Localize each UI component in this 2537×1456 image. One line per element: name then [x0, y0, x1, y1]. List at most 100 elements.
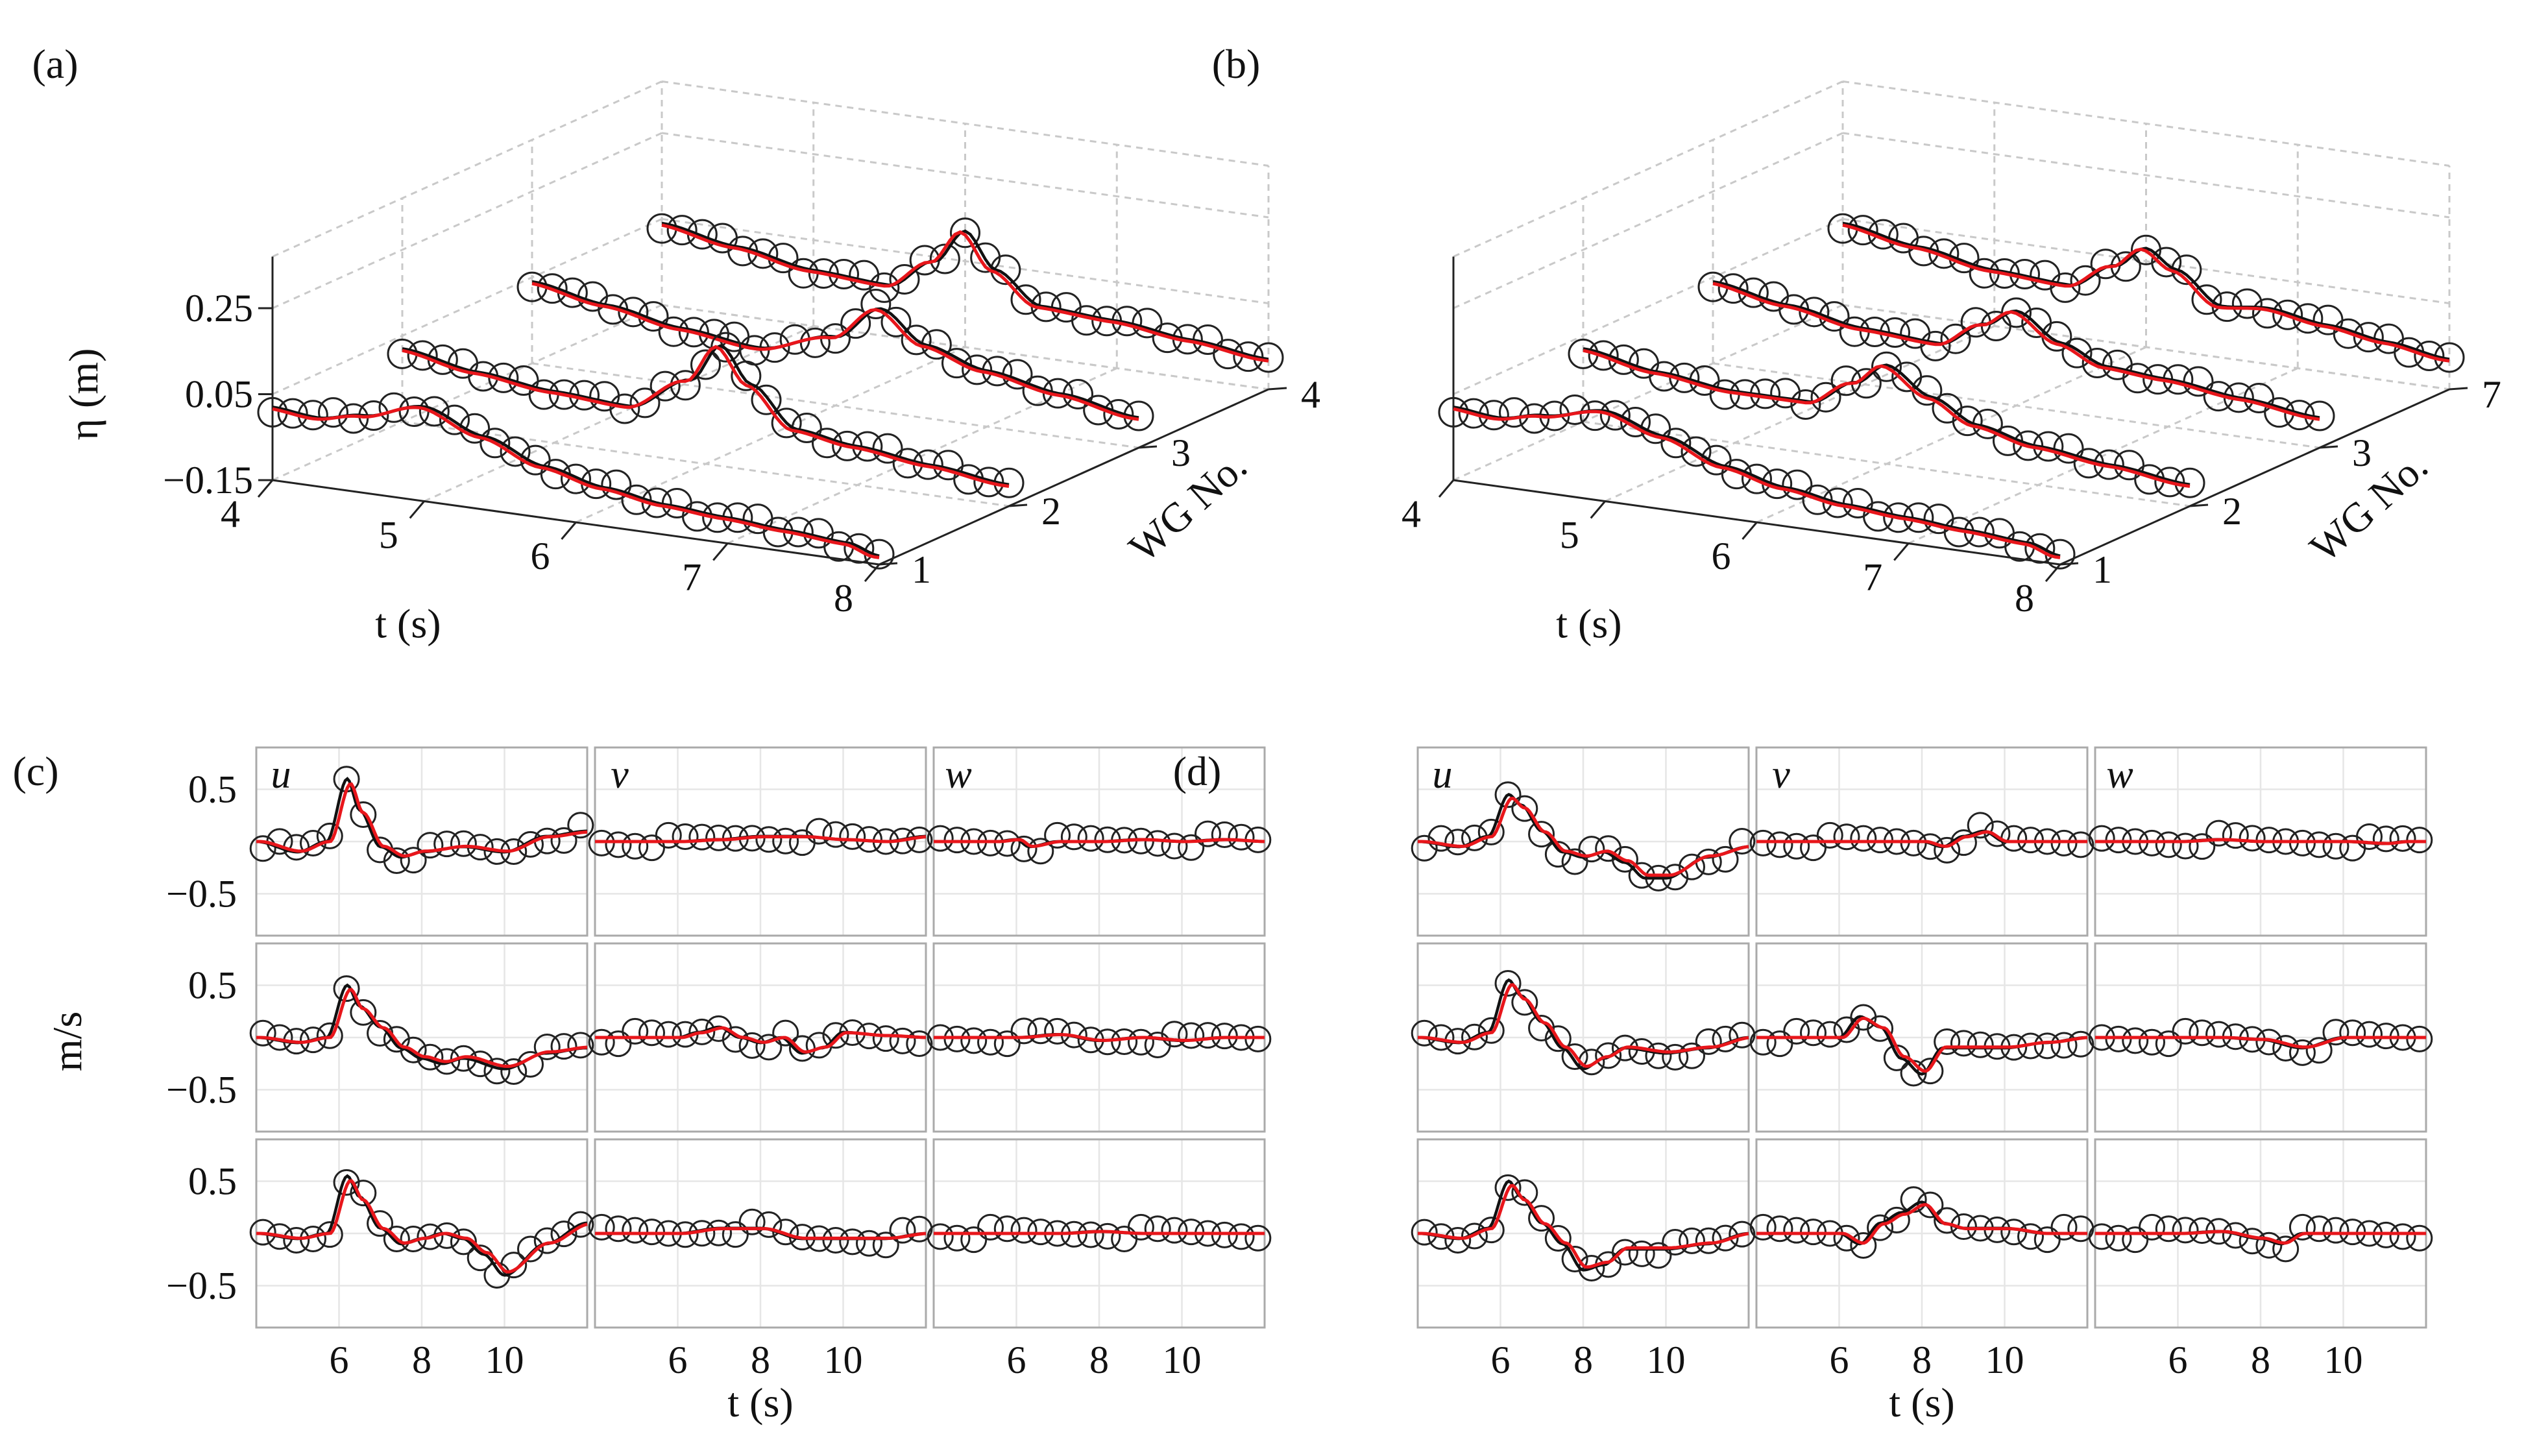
measured-point — [1678, 853, 1705, 880]
measured-point — [249, 1219, 276, 1246]
measured-point — [1027, 1017, 1054, 1045]
measured-point — [2151, 247, 2182, 278]
grid-line — [661, 218, 1269, 304]
measured-point — [567, 1211, 594, 1238]
grid-line — [1842, 80, 2450, 167]
measured-point — [1783, 1017, 1810, 1045]
measured-point — [1010, 835, 1038, 862]
measured-point — [2105, 1224, 2132, 1252]
measured-point — [1044, 821, 1071, 849]
measured-point — [1494, 781, 1522, 808]
measured-point — [2239, 1228, 2266, 1255]
simulated-line-red — [531, 282, 1139, 421]
measured-point — [350, 999, 377, 1026]
measured-point — [655, 1021, 682, 1048]
measured-point — [906, 1030, 933, 1057]
measured-point — [638, 1019, 666, 1047]
measured-point — [550, 1220, 577, 1248]
panel-d: (d) u v w 6 8 10 6 8 10 6 8 10 t (s) — [1173, 746, 2433, 1426]
measured-point — [2389, 825, 2416, 852]
grid-line — [1712, 362, 2320, 449]
x-tick-label: 8 — [1912, 1339, 1932, 1381]
measured-point — [1161, 1217, 1188, 1244]
measured-point — [2067, 1030, 2094, 1058]
panel-c: (c) u 0.5 −0.5 v w 0.5 −0.5 0.5 −0.5 6 8 10 6 8 10 6 8 10 t… — [12, 746, 1272, 1426]
x-tick-label: 7 — [682, 556, 701, 599]
measured-point — [1695, 1028, 1722, 1055]
simulated-line-red — [595, 835, 927, 843]
measured-point — [1477, 818, 1505, 845]
measured-point — [1810, 382, 1841, 413]
measured-point — [755, 1034, 783, 1061]
measured-point — [1010, 1017, 1038, 1045]
simulated-line-black — [1583, 347, 2191, 487]
measured-point — [1561, 1246, 1588, 1273]
measured-point — [2288, 1213, 2316, 1241]
measured-point — [1833, 1224, 1860, 1252]
simulated-line-red — [934, 1230, 1265, 1235]
measured-point — [1695, 1227, 1722, 1254]
measured-point — [618, 297, 649, 328]
measured-point — [822, 1022, 849, 1049]
measured-point — [1411, 834, 1438, 862]
measured-point — [2122, 1027, 2149, 1054]
measured-point — [1620, 406, 1651, 437]
y-tick-label: 0.5 — [188, 1159, 237, 1202]
measured-point — [479, 428, 511, 459]
measured-point — [1678, 1227, 1705, 1254]
measured-point — [1718, 273, 1749, 304]
measured-point — [550, 827, 577, 854]
measured-point — [550, 1033, 577, 1060]
measured-point — [1766, 831, 1793, 858]
measured-point — [1127, 1028, 1154, 1056]
measured-point — [1681, 436, 1712, 467]
panel-label: (a) — [32, 41, 78, 87]
subplot-r2-v — [588, 942, 933, 1133]
x-tick-label: 8 — [412, 1339, 431, 1381]
grid-line — [402, 420, 1010, 507]
measured-point — [844, 533, 875, 564]
x-tick-mark — [409, 500, 425, 519]
grid-line — [1842, 132, 2450, 219]
measured-point — [655, 821, 682, 849]
measured-point — [2139, 1213, 2166, 1241]
measured-point — [1111, 1028, 1138, 1055]
measured-point — [249, 835, 276, 862]
component-label: w — [2106, 753, 2133, 797]
measured-point — [941, 348, 972, 379]
simulated-line-red — [1756, 830, 2087, 848]
x-tick-label: 6 — [330, 1339, 349, 1381]
measured-point — [1712, 845, 1739, 873]
measured-point — [977, 1028, 1004, 1056]
gauge-tick-label: 7 — [2482, 373, 2501, 416]
x-axis-label: t (s) — [375, 600, 441, 646]
measured-point — [2191, 284, 2222, 315]
simulated-line-red — [1418, 983, 1749, 1068]
measured-point — [927, 1223, 954, 1250]
measured-point — [1211, 821, 1238, 849]
measured-point — [927, 825, 954, 852]
measured-point — [1511, 1179, 1538, 1206]
measured-point — [1952, 406, 1983, 437]
x-tick-label: 8 — [1089, 1339, 1109, 1381]
x-tick-label: 5 — [379, 514, 398, 557]
gauge-tick-label: 2 — [1041, 490, 1061, 533]
measured-point — [880, 306, 912, 337]
simulated-line-red — [1418, 1183, 1749, 1269]
measured-point — [567, 1032, 594, 1059]
measured-point — [1800, 834, 1827, 862]
measured-point — [283, 1226, 310, 1254]
measured-point — [1611, 845, 1638, 873]
x-axis-label: t (s) — [727, 1379, 793, 1426]
simulated-line-red — [1583, 348, 2191, 488]
simulated-line-red — [595, 1227, 927, 1240]
measured-point — [277, 398, 308, 429]
simulated-line-red — [2095, 1036, 2426, 1049]
measured-point — [1712, 1224, 1739, 1252]
measured-point — [771, 407, 802, 439]
measured-point — [772, 827, 799, 855]
measured-point — [839, 823, 866, 850]
measured-point — [439, 404, 470, 435]
measured-point — [1847, 215, 1878, 246]
simulated-line-red — [1418, 796, 1749, 877]
